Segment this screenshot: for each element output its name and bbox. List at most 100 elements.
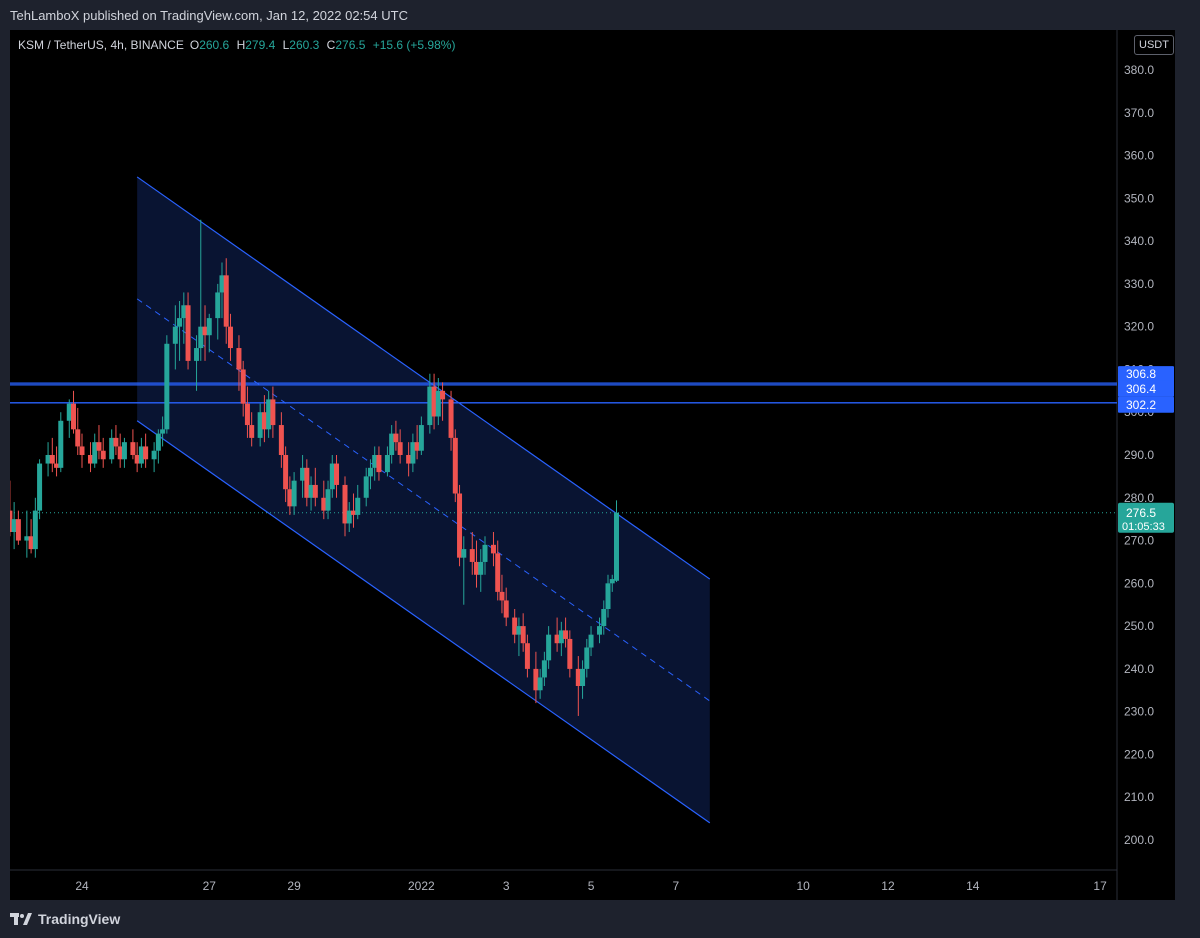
- candle-down: [474, 561, 480, 575]
- symbol-legend: KSM / TetherUS, 4h, BINANCE O260.6 H279.…: [18, 38, 459, 52]
- candle-up: [584, 647, 590, 669]
- candle-down: [520, 626, 526, 644]
- candle-down: [495, 553, 501, 592]
- candle-down: [287, 489, 293, 507]
- candle-up: [410, 442, 416, 464]
- candle-down: [321, 497, 327, 511]
- candle-up: [588, 634, 594, 648]
- change-value: +15.6 (+5.98%): [372, 38, 456, 52]
- currency-button[interactable]: USDT: [1134, 35, 1174, 55]
- price-tick-label: 270.0: [1124, 534, 1154, 548]
- candle-up: [66, 403, 72, 421]
- candle-up: [164, 343, 170, 430]
- channel-lower-line: [136, 420, 711, 824]
- candle-down: [240, 369, 246, 404]
- candle-down: [227, 326, 233, 349]
- candle-up: [389, 433, 395, 455]
- candle-up: [181, 305, 187, 319]
- candle-down: [512, 617, 518, 635]
- candle-down: [71, 403, 77, 430]
- candle-up: [138, 446, 144, 464]
- level-label-box: [1118, 396, 1174, 413]
- level-label: 306.8: [1126, 367, 1156, 381]
- candle-down: [440, 390, 446, 400]
- candle-up: [177, 318, 183, 327]
- close-label: C: [326, 38, 336, 52]
- candle-down: [490, 544, 496, 554]
- price-tick-label: 320.0: [1124, 320, 1154, 334]
- candle-up: [257, 412, 263, 438]
- candle-down: [202, 326, 208, 336]
- candle-down: [503, 600, 509, 618]
- candle-down: [334, 463, 340, 485]
- candle-down: [249, 425, 255, 438]
- time-tick-label: 29: [287, 879, 301, 893]
- candle-down: [406, 455, 412, 464]
- candle-up: [160, 429, 166, 434]
- price-tick-label: 240.0: [1124, 662, 1154, 676]
- candle-down: [499, 591, 505, 601]
- candle-up: [516, 626, 522, 635]
- candle-up: [215, 292, 221, 319]
- price-tick-label: 290.0: [1124, 448, 1154, 462]
- candle-down: [15, 519, 21, 541]
- open-value: 260.6: [199, 38, 230, 52]
- candle-down: [563, 630, 569, 639]
- candle-down: [304, 467, 310, 498]
- candle-down: [87, 455, 93, 464]
- candle-up: [546, 634, 552, 661]
- candle-down: [431, 386, 437, 417]
- candle-down: [469, 549, 475, 562]
- candle-down: [28, 536, 34, 550]
- candle-up: [418, 425, 424, 451]
- candle-down: [236, 348, 242, 370]
- candle-up: [609, 579, 615, 584]
- price-tick-label: 360.0: [1124, 149, 1154, 163]
- candle-down: [49, 455, 55, 464]
- candle-down: [448, 399, 454, 438]
- candle-up: [427, 386, 433, 426]
- candle-up: [266, 399, 272, 430]
- chart-frame[interactable]: 200.0 210.0 220.0 230.0 240.0 250.0 260.0 270.0…: [10, 30, 1175, 900]
- candle-up: [155, 433, 161, 451]
- candle-down: [10, 510, 13, 532]
- channel-upper-line: [136, 176, 711, 580]
- candle-up: [605, 583, 611, 609]
- candle-down: [130, 442, 136, 455]
- candle-up: [194, 348, 200, 361]
- candlestick-chart[interactable]: 200.0 210.0 220.0 230.0 240.0 250.0 260.0 270.0…: [10, 30, 1175, 900]
- candle-up: [198, 326, 204, 349]
- candle-up: [537, 677, 543, 691]
- candle-up: [482, 544, 488, 562]
- price-tick-label: 340.0: [1124, 234, 1154, 248]
- symbol-pair[interactable]: KSM / TetherUS, 4h, BINANCE: [18, 38, 184, 52]
- candle-up: [613, 512, 619, 581]
- time-tick-label: 24: [75, 879, 89, 893]
- footer-brand[interactable]: TradingView: [10, 904, 120, 934]
- candle-up: [580, 668, 586, 686]
- level-label-box: [1118, 366, 1174, 383]
- candle-down: [533, 668, 539, 691]
- candle-up: [219, 275, 225, 293]
- candle-down: [134, 455, 140, 464]
- channel-mid-line: [136, 298, 711, 702]
- time-tick-label: 2022: [408, 879, 435, 893]
- candle-up: [172, 326, 178, 344]
- candle-down: [54, 463, 60, 468]
- candle-down: [283, 455, 289, 490]
- footer-brand-text: TradingView: [38, 911, 121, 927]
- candle-down: [342, 484, 348, 524]
- candle-down: [75, 429, 81, 447]
- low-label: L: [282, 38, 290, 52]
- price-tick-label: 370.0: [1124, 106, 1154, 120]
- open-label: O: [189, 38, 200, 52]
- candle-up: [346, 510, 352, 524]
- price-tick-label: 220.0: [1124, 747, 1154, 761]
- time-tick-label: 14: [966, 879, 980, 893]
- candle-up: [597, 626, 603, 635]
- candle-down: [96, 442, 102, 451]
- price-tick-label: 200.0: [1124, 833, 1154, 847]
- candle-up: [206, 318, 212, 336]
- candle-up: [435, 390, 441, 417]
- candle-down: [376, 455, 382, 473]
